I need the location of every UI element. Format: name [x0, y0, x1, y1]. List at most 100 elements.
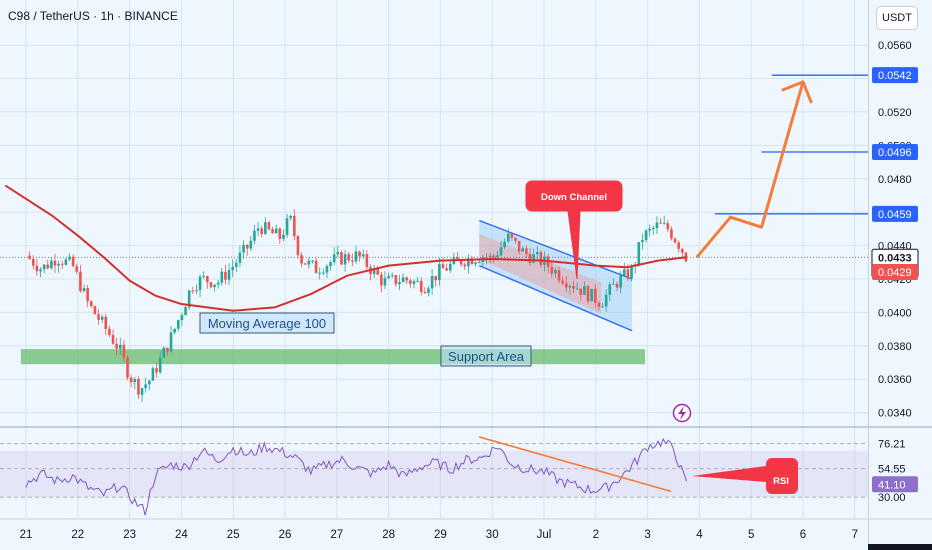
candle-body — [586, 286, 590, 302]
candle-body — [122, 344, 126, 358]
time-tick-label: 2 — [593, 529, 599, 541]
candle-body — [126, 357, 129, 378]
candle-body — [612, 283, 615, 285]
candle-body — [503, 241, 506, 248]
candle-body — [93, 306, 97, 315]
candle-body — [314, 260, 318, 274]
candle-body — [496, 255, 499, 258]
candle-body — [383, 278, 387, 286]
candle-body — [198, 276, 202, 291]
candle-body — [412, 281, 416, 284]
candle-body — [583, 286, 586, 295]
candle-body — [86, 288, 89, 302]
candle-body — [242, 244, 245, 253]
candle-body — [311, 260, 314, 262]
candle-body — [206, 276, 209, 283]
candle-body — [147, 380, 151, 385]
candle-body — [202, 276, 205, 278]
candle-body — [517, 240, 521, 252]
candle-body — [100, 316, 104, 320]
candle-body — [648, 228, 651, 231]
rsi-value-badge — [872, 476, 918, 493]
candle-body — [213, 284, 216, 288]
candle-body — [488, 255, 492, 258]
candle-body — [336, 252, 340, 255]
candle-body — [303, 263, 307, 265]
moving-average-label: Moving Average 100 — [208, 316, 326, 331]
candle-body — [108, 328, 111, 336]
candle-body — [50, 260, 53, 269]
candle-body — [35, 265, 39, 272]
candle-body — [681, 248, 684, 253]
candle-body — [474, 262, 477, 265]
candle-body — [151, 368, 155, 381]
scroll-thumb — [868, 544, 932, 550]
candle-body — [79, 271, 82, 292]
candle-body — [651, 228, 655, 230]
rsi-tick-label: 76.21 — [878, 439, 906, 451]
candle-body — [419, 280, 423, 293]
candle-body — [118, 344, 122, 349]
price-tick-label: 0.0560 — [878, 40, 912, 52]
candle-body — [267, 222, 271, 230]
candle-body — [615, 283, 619, 288]
candle-body — [282, 234, 285, 239]
candle-body — [499, 247, 503, 256]
candle-body — [245, 244, 249, 249]
target-level-value: 0.0496 — [878, 147, 912, 159]
down-channel-label: Down Channel — [541, 192, 607, 203]
candle-body — [235, 262, 238, 267]
candle-body — [514, 237, 517, 241]
down-channel-inner-fill — [479, 233, 601, 315]
candle-body — [521, 248, 525, 252]
candle-body — [216, 282, 220, 285]
price-tick-label: 0.0360 — [878, 374, 912, 386]
candle-body — [289, 215, 292, 219]
currency-button[interactable]: USDT — [876, 6, 918, 30]
candle-body — [173, 328, 176, 333]
candle-body — [463, 264, 467, 267]
candle-body — [405, 277, 409, 281]
candle-body — [365, 254, 369, 268]
candle-body — [195, 290, 198, 292]
time-tick-label: 5 — [748, 529, 754, 541]
candle-body — [525, 248, 528, 254]
time-tick-label: 29 — [434, 529, 447, 541]
time-tick-label: 6 — [800, 529, 806, 541]
time-tick-label: 28 — [382, 529, 395, 541]
candle-body — [75, 266, 79, 272]
candle-body — [427, 288, 430, 294]
time-tick-label: 22 — [71, 529, 84, 541]
candle-body — [53, 260, 57, 266]
candle-body — [554, 270, 557, 274]
candle-body — [644, 230, 648, 241]
price-tick-label: 0.0400 — [878, 307, 912, 319]
price-tick-label: 0.0340 — [878, 408, 912, 420]
candle-body — [42, 264, 46, 270]
symbol-title[interactable]: C98 / TetherUS · 1h · BINANCE — [8, 9, 178, 23]
candle-body — [387, 276, 390, 279]
target-level-badge — [872, 205, 918, 222]
candle-body — [325, 266, 329, 273]
candle-body — [604, 294, 608, 307]
candle-body — [430, 276, 434, 289]
candle-body — [626, 269, 630, 279]
candle-body — [423, 292, 427, 294]
candle-body — [434, 276, 438, 281]
projection-path — [695, 81, 805, 259]
candle-body — [162, 347, 166, 358]
candle-body — [557, 270, 561, 281]
candle-body — [670, 229, 673, 239]
candle-body — [354, 251, 358, 262]
candle-body — [361, 254, 365, 257]
time-tick-label: 3 — [644, 529, 650, 541]
annotations: Moving Average 100 Support Area Down Chann… — [199, 80, 813, 423]
candle-body — [597, 302, 601, 307]
time-tick-label: 24 — [175, 529, 188, 541]
candle-body — [532, 254, 535, 263]
candle-body — [104, 316, 108, 329]
candle-body — [155, 368, 158, 373]
candle-body — [572, 286, 575, 289]
candle-body — [601, 306, 604, 308]
